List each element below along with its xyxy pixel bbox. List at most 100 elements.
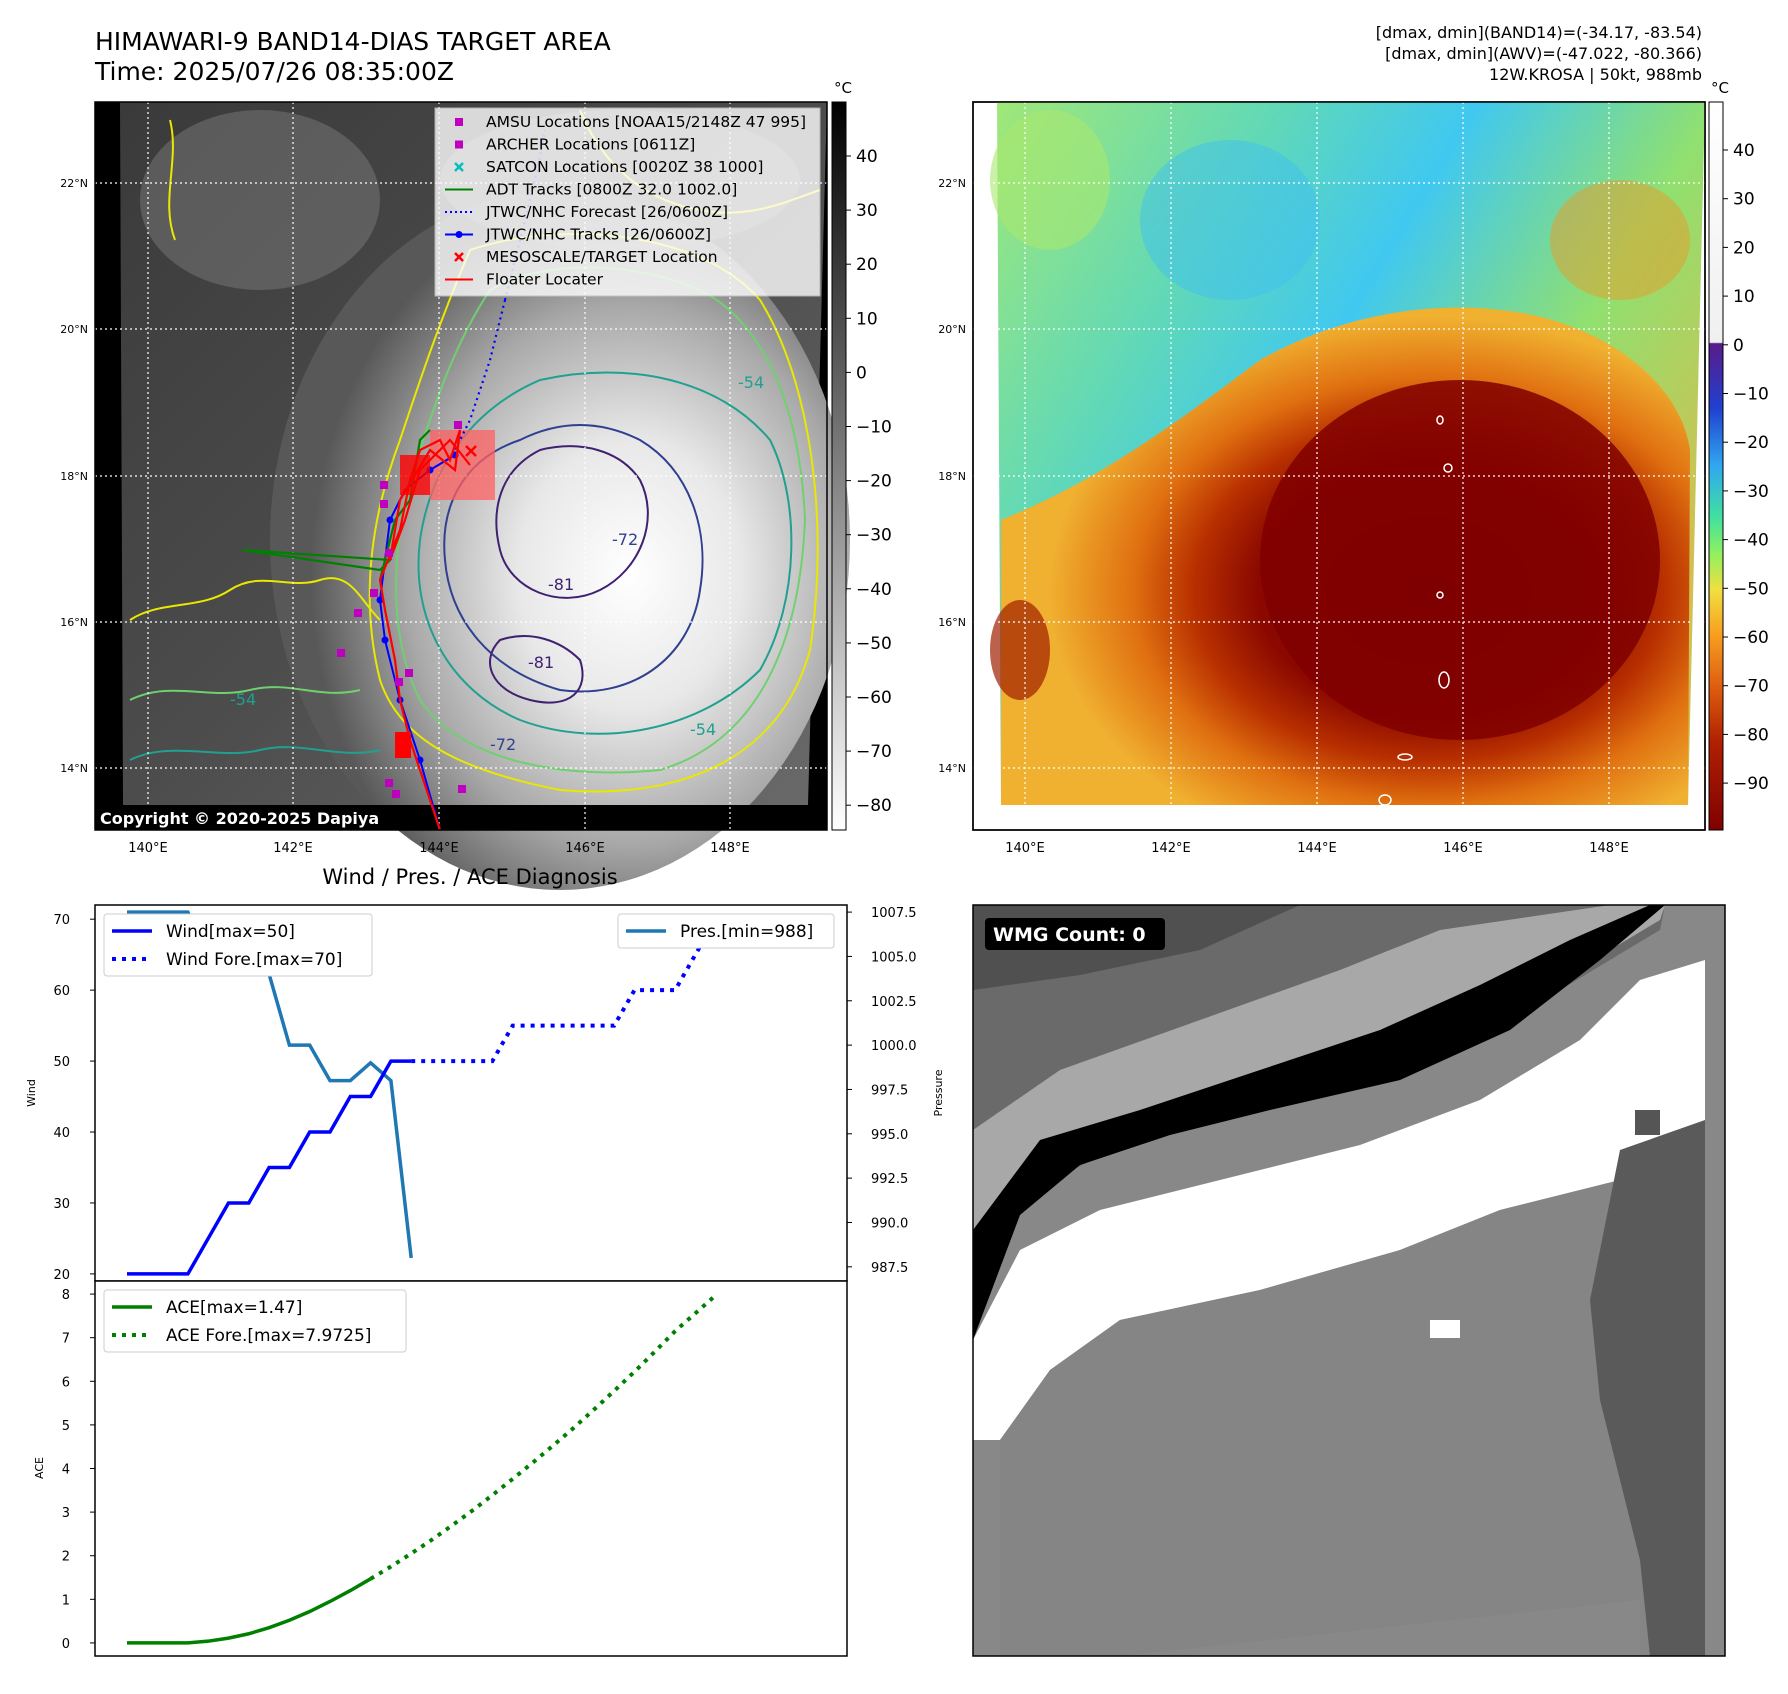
colorbar-tick-label: 20 (856, 255, 878, 275)
pressure-tick-label: 990.0 (871, 1216, 908, 1231)
legend-item: JTWC/NHC Forecast [26/0600Z] (445, 203, 728, 221)
ir-map-legend: AMSU Locations [NOAA15/2148Z 47 995] ARCH… (434, 107, 821, 297)
legend-label: ADT Tracks [0800Z 32.0 1002.0] (486, 181, 737, 199)
ir-map-lat-ticks: 22°N 20°N 18°N 16°N 14°N (60, 177, 88, 775)
wind-forecast-series (411, 917, 757, 1064)
colorbar-tick-label: −10 (856, 418, 892, 438)
awv-map-lat-ticks: 22°N 20°N 18°N 16°N 14°N (938, 177, 966, 775)
ace-legend: ACE[max=1.47] ACE Fore.[max=7.9725] (103, 1289, 407, 1353)
colorbar-tick-label: 20 (1733, 238, 1755, 258)
pressure-tick-label: 992.5 (871, 1172, 908, 1187)
legend-label: Pres.[min=988] (680, 922, 813, 942)
contour-label: -72 (612, 530, 638, 549)
lat-tick: 22°N (938, 177, 966, 190)
jtwc-forecast-track (454, 299, 507, 451)
legend-item: JTWC/NHC Tracks [26/0600Z] (445, 226, 711, 244)
colorbar-tick-label: −70 (1733, 677, 1769, 697)
ir-map-lon-ticks: 140°E 142°E 144°E 146°E 148°E (128, 841, 750, 856)
colorbar-tick-label: −30 (1733, 482, 1769, 502)
diagnosis-title: Wind / Pres. / ACE Diagnosis (322, 865, 617, 889)
lon-tick: 148°E (710, 841, 750, 856)
pressure-tick-label: 1000.0 (871, 1039, 917, 1054)
ace-tick-label: 3 (62, 1506, 70, 1521)
awv-colorbar-unit: °C (1711, 79, 1729, 97)
lon-tick: 142°E (273, 841, 313, 856)
legend-marker (454, 252, 464, 262)
colorbar-tick-label: −80 (856, 796, 892, 816)
storm-info: 12W.KROSA | 50kt, 988mb (1489, 65, 1702, 84)
copyright: Copyright © 2020-2025 Dapiya (100, 809, 379, 828)
ace-tick-label: 7 (62, 1332, 70, 1347)
awv-map-imagery (990, 102, 1705, 805)
lat-tick: 16°N (60, 616, 88, 629)
legend-item: ADT Tracks [0800Z 32.0 1002.0] (445, 181, 737, 199)
legend-label: MESOSCALE/TARGET Location (486, 248, 718, 266)
contour-label: -81 (528, 653, 554, 672)
stats-band14: [dmax, dmin](BAND14)=(-34.17, -83.54) (1376, 23, 1702, 42)
pressure-tick-label: 1007.5 (871, 906, 917, 921)
colorbar-tick-label: −30 (856, 526, 892, 546)
colorbar-tick-label: 30 (1733, 190, 1755, 210)
colorbar-tick-label: −20 (856, 472, 892, 492)
ace-tick-label: 0 (62, 1637, 70, 1652)
colorbar-tick-label: 10 (1733, 287, 1755, 307)
wind-tick-label: 20 (53, 1268, 70, 1283)
ir-map-contour-labels: -54 -72 -81 -81 -54 -72 -54 (230, 373, 764, 754)
lon-tick: 144°E (1297, 841, 1337, 856)
legend-marker (455, 118, 463, 126)
amsu-markers (337, 421, 466, 798)
wmg-panel: WMG Count: 0 (972, 904, 1726, 1657)
contour-label: -54 (738, 373, 764, 392)
pressure-tick-label: 1002.5 (871, 995, 917, 1010)
legend-marker (454, 162, 464, 172)
legend-label: Floater Locater (486, 271, 604, 289)
legend-item: ARCHER Locations [0611Z] (455, 136, 695, 154)
ace-tick-label: 1 (62, 1593, 70, 1608)
pressure-tick-label: 997.5 (871, 1083, 908, 1098)
colorbar-tick-label: 0 (1733, 336, 1744, 356)
ir-map-panel: -54 -72 -81 -81 -54 -72 -54 (60, 79, 892, 890)
awv-map-island-outlines (1378, 415, 1453, 806)
legend-label: Wind[max=50] (166, 922, 295, 942)
floater-locater-track (378, 429, 471, 831)
colorbar-tick-label: −50 (1733, 579, 1769, 599)
legend-marker (455, 140, 463, 149)
colorbar-tick-label: −90 (1733, 774, 1769, 794)
colorbar-tick-label: −40 (856, 580, 892, 600)
lat-tick: 22°N (60, 177, 88, 190)
awv-map-lon-ticks: 140°E 142°E 144°E 146°E 148°E (1005, 841, 1629, 856)
lat-tick: 18°N (938, 470, 966, 483)
ace-tick-label: 6 (62, 1375, 70, 1390)
colorbar-tick-label: 0 (856, 363, 867, 383)
ace-chart: 0 1 2 3 4 5 6 7 8 ACE[max=1.47] ACE Fore.[max=7.97… (62, 1288, 718, 1652)
floater-cluster (395, 732, 411, 758)
wind-series (127, 1059, 412, 1276)
figure-time: Time: 2025/07/26 08:35:00Z (94, 57, 454, 86)
wind-pressure-chart: 20 30 40 50 60 70 987.5 990.0 992.5 995.0 997.5 100… (53, 906, 916, 1283)
colorbar-tick-label: 40 (856, 147, 878, 167)
wind-tick-label: 50 (53, 1055, 70, 1070)
lon-tick: 144°E (419, 841, 459, 856)
legend-item: SATCON Locations [0020Z 38 1000] (454, 158, 763, 176)
pressure-tick-label: 995.0 (871, 1128, 908, 1143)
colorbar-tick-label: −70 (856, 742, 892, 762)
pressure-legend: Pres.[min=988] (617, 913, 835, 949)
ace-series (127, 1577, 372, 1645)
legend-label: JTWC/NHC Tracks [26/0600Z] (485, 226, 711, 244)
wind-tick-label: 30 (53, 1197, 70, 1212)
figure-title: HIMAWARI-9 BAND14-DIAS TARGET AREA (95, 27, 611, 56)
ir-colorbar (831, 101, 847, 831)
pressure-axis-label: Pressure (932, 1069, 945, 1116)
wind-tick-label: 70 (53, 913, 70, 928)
lon-tick: 140°E (128, 841, 168, 856)
lat-tick: 20°N (938, 323, 966, 336)
colorbar-tick-label: −20 (1733, 433, 1769, 453)
contour-label: -72 (490, 735, 516, 754)
legend-item: MESOSCALE/TARGET Location (454, 248, 718, 266)
colorbar-tick-label: 10 (856, 309, 878, 329)
contour-label: -54 (230, 690, 256, 709)
colorbar-tick-label: −80 (1733, 725, 1769, 745)
lat-tick: 16°N (938, 616, 966, 629)
awv-map-panel: 140°E 142°E 144°E 146°E 148°E 22°N 20°N … (938, 79, 1769, 856)
